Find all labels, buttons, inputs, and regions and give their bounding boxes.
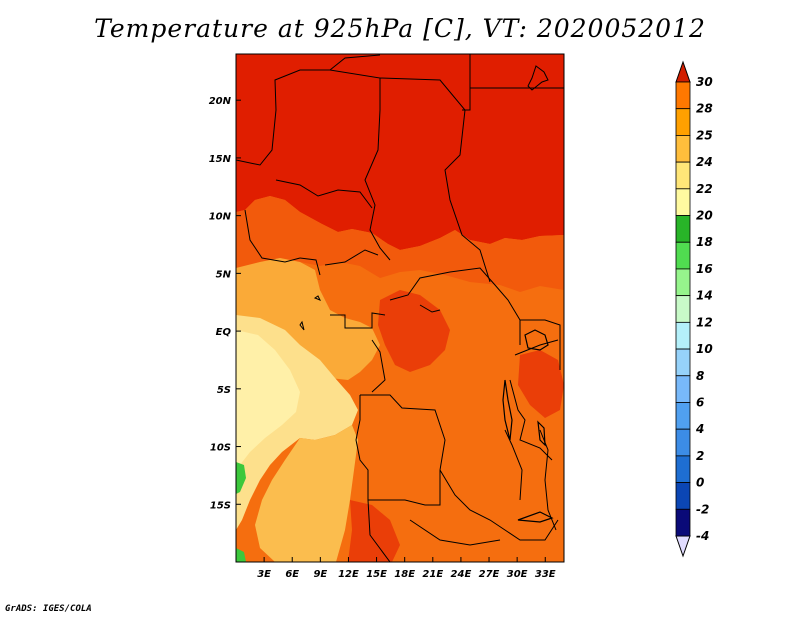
region-south-hot	[348, 500, 400, 562]
colorbar-label: 30	[696, 75, 713, 89]
x-tick-label: 12E	[338, 569, 359, 580]
region-central-hot	[378, 290, 450, 372]
y-tick-label: 5S	[217, 385, 231, 396]
colorbar-label: 2	[696, 449, 704, 463]
colorbar-swatch	[675, 348, 691, 377]
colorbar-label: 6	[696, 395, 704, 409]
colorbar-label: 28	[696, 102, 713, 116]
region-sahara-hot	[236, 54, 564, 250]
x-tick-label: 24E	[451, 569, 472, 580]
region-green-patch	[236, 462, 246, 494]
colorbar-label: 12	[696, 315, 713, 329]
x-tick-label: 6E	[285, 569, 299, 580]
colorbar-swatch	[675, 161, 691, 190]
colorbar-label: 22	[696, 182, 713, 196]
colorbar-label: -2	[696, 502, 709, 516]
region-angola-coast	[255, 425, 358, 562]
colorbar-label: -4	[696, 529, 709, 543]
x-tick-label: 21E	[422, 569, 443, 580]
colorbar-swatch	[675, 428, 691, 457]
x-tick-label: 9E	[313, 569, 327, 580]
colorbar-label: 8	[696, 369, 704, 383]
temperature-map	[236, 54, 564, 562]
colorbar-label: 0	[696, 476, 704, 490]
colorbar-label: 20	[696, 209, 713, 223]
colorbar-swatch	[675, 455, 691, 483]
colorbar-swatch	[675, 268, 691, 297]
x-tick-label: 30E	[507, 569, 528, 580]
region-east-hot	[518, 350, 564, 418]
colorbar-label: 14	[696, 289, 713, 303]
colorbar-label: 4	[695, 422, 704, 436]
x-tick-label: 3E	[257, 569, 271, 580]
y-tick-label: 5N	[216, 269, 232, 280]
y-tick-label: 10S	[210, 443, 231, 454]
colorbar-swatch	[675, 295, 691, 323]
region-green-patch-south	[236, 548, 246, 562]
x-tick-label: 27E	[479, 569, 500, 580]
colorbar-swatch	[675, 81, 691, 110]
x-tick-label: 18E	[394, 569, 415, 580]
y-tick-label: 15N	[209, 154, 232, 165]
region-ocean-pale	[236, 330, 300, 470]
colorbar-swatch	[675, 482, 691, 510]
x-tick-label: 15E	[366, 569, 387, 580]
colorbar-label: 25	[696, 128, 713, 142]
credit-label: GrADS: IGES/COLA	[5, 604, 92, 614]
colorbar-swatch	[675, 188, 691, 216]
colorbar-label: 18	[696, 235, 713, 249]
colorbar-min-triangle	[675, 535, 691, 558]
colorbar-swatch	[675, 241, 691, 270]
y-tick-label: 20N	[209, 96, 232, 107]
chart-title: Temperature at 925hPa [C], VT: 202005201…	[94, 14, 706, 43]
map-frame	[235, 53, 565, 563]
lakes	[502, 329, 554, 523]
colorbar-label: 24	[696, 155, 713, 169]
colorbar-swatch	[675, 508, 691, 537]
y-tick-label: EQ	[216, 327, 232, 338]
colorbar-swatch	[675, 215, 691, 243]
colorbar-max-triangle	[675, 60, 691, 83]
colorbar-swatch	[675, 108, 691, 136]
colorbar-swatch	[675, 402, 691, 430]
y-tick-label: 15S	[210, 500, 231, 511]
colorbar-swatch	[675, 321, 691, 350]
colorbar-label: 16	[696, 262, 713, 276]
colorbar-swatch	[675, 375, 691, 403]
colorbar-label: 10	[696, 342, 713, 356]
y-tick-label: 10N	[209, 212, 232, 223]
colorbar-swatch	[675, 135, 691, 163]
region-sahel-band	[236, 196, 564, 292]
x-tick-label: 33E	[535, 569, 556, 580]
axes: 3E 6E 9E 12E 15E 18E 21E 24E 27E 30E 33E 20N 15N 10N 5…	[209, 96, 556, 580]
